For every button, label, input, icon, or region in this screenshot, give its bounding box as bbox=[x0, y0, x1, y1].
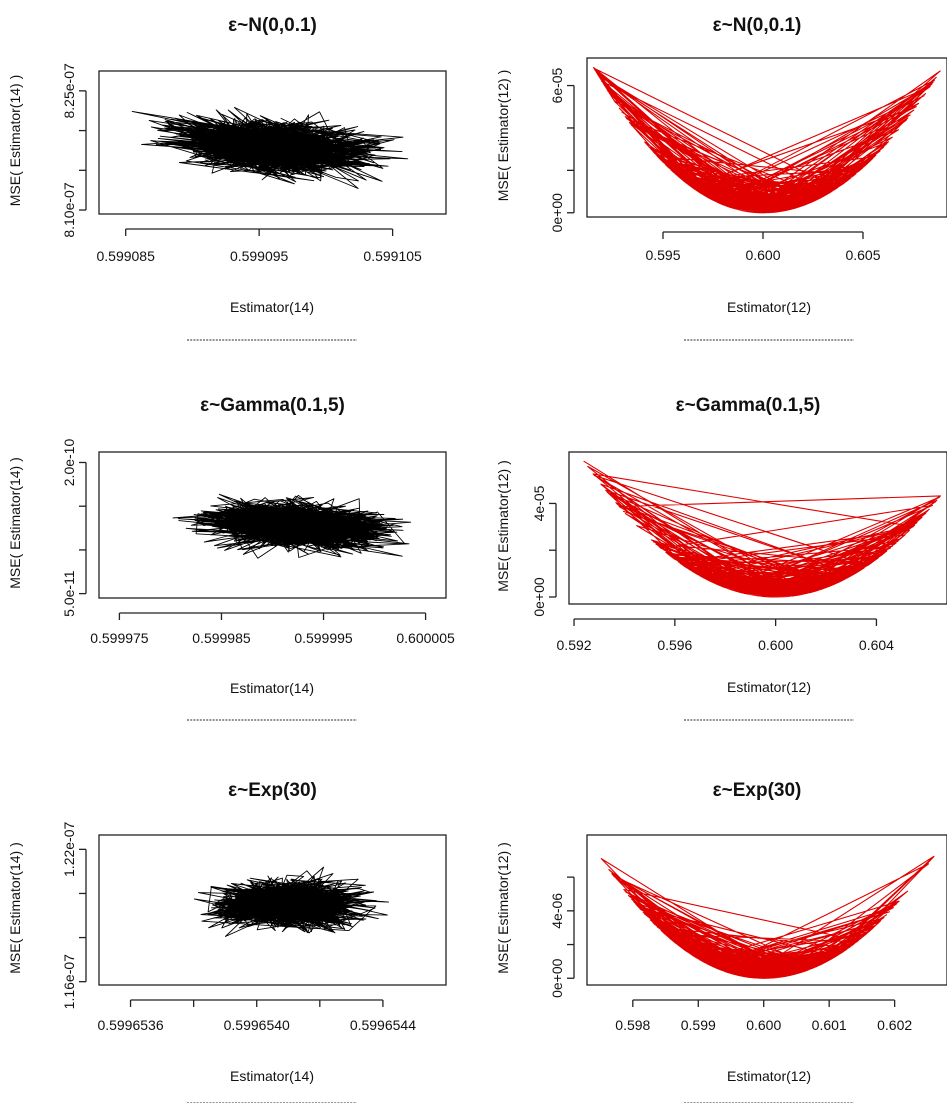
x-tick-label: 0.599105 bbox=[363, 248, 422, 264]
series-line bbox=[600, 855, 935, 979]
x-axis-title: Estimator(14) bbox=[230, 680, 314, 696]
series-line bbox=[593, 66, 941, 214]
chart-panel-1: ε~N(0,0.1) 0.599085 0.599095 0.599105 8.10e-… bbox=[7, 15, 447, 341]
x-tick-label: 0.600 bbox=[758, 637, 793, 653]
plot-area bbox=[581, 457, 942, 598]
plot-frame bbox=[568, 451, 947, 605]
plot-frame bbox=[98, 834, 447, 986]
y-axis-title: MSE( Estimator(14) ) bbox=[7, 842, 23, 973]
x-tick-label: 0.602 bbox=[877, 1017, 912, 1033]
y-axis-title: MSE( Estimator(12) ) bbox=[495, 70, 511, 201]
x-axis-title: Estimator(12) bbox=[727, 679, 811, 695]
x-axis-title: Estimator(12) bbox=[727, 299, 811, 315]
y-tick-label: 1.22e-07 bbox=[61, 821, 77, 876]
y-tick-label: 5.0e-11 bbox=[61, 570, 77, 617]
y-tick-label: 1.16e-07 bbox=[61, 954, 77, 1009]
x-tick-label: 0.601 bbox=[812, 1017, 847, 1033]
plot-frame bbox=[98, 451, 447, 599]
x-tick-label: 0.599985 bbox=[192, 630, 251, 646]
plot-area bbox=[130, 866, 446, 937]
x-tick-label: 0.599 bbox=[681, 1017, 716, 1033]
x-tick-label: 0.600 bbox=[746, 1017, 781, 1033]
x-tick-label: 0.596 bbox=[657, 637, 692, 653]
chart-panel-2: ε~N(0,0.1) 0.595 0.600 0.605 0e+00 6e-05 Estim… bbox=[495, 15, 947, 341]
plot-frame bbox=[98, 70, 447, 215]
chart-panel-4: ε~Gamma(0.1,5) 0.592 0.596 0.600 0.604 0e+00 4… bbox=[495, 395, 947, 721]
x-axis-title: Estimator(12) bbox=[727, 1068, 811, 1084]
plot-frame bbox=[586, 834, 947, 986]
plot-area bbox=[600, 846, 941, 979]
x-tick-label: 0.599995 bbox=[294, 630, 353, 646]
chart-title: ε~Gamma(0.1,5) bbox=[200, 395, 345, 416]
x-tick-label: 0.599975 bbox=[90, 630, 149, 646]
series-line bbox=[193, 866, 390, 937]
series-line bbox=[172, 493, 412, 559]
plot-area bbox=[112, 106, 420, 189]
chart-panel-6: ε~Exp(30) 0.598 0.599 0.600 0.601 0.602 0e+00 4… bbox=[495, 780, 947, 1103]
x-tick-label: 0.599085 bbox=[96, 248, 155, 264]
x-tick-label: 0.600 bbox=[745, 247, 780, 263]
y-axis-title: MSE( Estimator(12) ) bbox=[495, 842, 511, 973]
y-axis-title: MSE( Estimator(14) ) bbox=[7, 75, 23, 206]
y-tick-label: 8.25e-07 bbox=[61, 63, 77, 118]
plot-area bbox=[592, 66, 944, 214]
x-tick-label: 0.600005 bbox=[396, 630, 455, 646]
chart-title: ε~Exp(30) bbox=[228, 780, 317, 801]
chart-title: ε~Exp(30) bbox=[713, 780, 802, 801]
chart-panel-5: ε~Exp(30) 0.5996536 0.5996540 0.5996544 1.16… bbox=[7, 780, 447, 1103]
chart-title: ε~Gamma(0.1,5) bbox=[676, 395, 821, 416]
x-tick-label: 0.595 bbox=[645, 247, 680, 263]
series-line bbox=[131, 106, 409, 189]
y-tick-label: 0e+00 bbox=[549, 193, 565, 233]
y-tick-label: 4e-05 bbox=[531, 485, 547, 521]
x-tick-label: 0.598 bbox=[615, 1017, 650, 1033]
x-tick-label: 0.599095 bbox=[230, 248, 289, 264]
x-tick-label: 0.5996540 bbox=[224, 1017, 290, 1033]
x-tick-label: 0.605 bbox=[845, 247, 880, 263]
x-axis-title: Estimator(14) bbox=[230, 299, 314, 315]
y-tick-label: 2.0e-10 bbox=[61, 439, 77, 487]
chart-panel-3: ε~Gamma(0.1,5) 0.599975 0.599985 0.599995 0.… bbox=[7, 395, 455, 721]
plot-area bbox=[129, 493, 416, 559]
chart-title: ε~N(0,0.1) bbox=[713, 15, 802, 36]
y-tick-label: 6e-05 bbox=[549, 67, 565, 103]
x-tick-label: 0.604 bbox=[859, 637, 894, 653]
y-tick-label: 0e+00 bbox=[531, 577, 547, 617]
y-tick-label: 0e+00 bbox=[549, 958, 565, 998]
x-tick-label: 0.5996536 bbox=[97, 1017, 163, 1033]
y-axis-title: MSE( Estimator(12) ) bbox=[495, 460, 511, 591]
series-line bbox=[583, 460, 942, 598]
y-axis-title: MSE( Estimator(14) ) bbox=[7, 457, 23, 588]
y-tick-label: 4e-06 bbox=[549, 893, 565, 929]
x-tick-label: 0.5996544 bbox=[350, 1017, 416, 1033]
x-tick-label: 0.592 bbox=[557, 637, 592, 653]
chart-title: ε~N(0,0.1) bbox=[228, 15, 317, 36]
y-tick-label: 8.10e-07 bbox=[61, 182, 77, 237]
plot-frame bbox=[586, 57, 947, 218]
x-axis-title: Estimator(14) bbox=[230, 1068, 314, 1084]
